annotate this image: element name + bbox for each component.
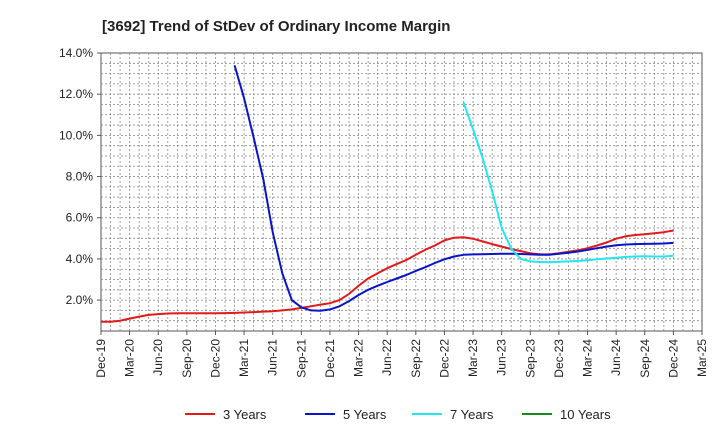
grid bbox=[101, 53, 702, 331]
y-tick-label: 4.0% bbox=[66, 252, 94, 266]
x-tick-label: Sep-20 bbox=[180, 339, 194, 378]
x-tick-label: Jun-21 bbox=[266, 339, 280, 376]
x-tick-label: Sep-22 bbox=[409, 339, 423, 378]
legend-label: 10 Years bbox=[560, 407, 611, 422]
y-tick-label: 10.0% bbox=[59, 128, 93, 142]
series-lines bbox=[101, 65, 674, 323]
x-tick-label: Mar-25 bbox=[695, 339, 709, 377]
y-tick-label: 8.0% bbox=[66, 170, 94, 184]
x-axis: Dec-19 Mar-20 Jun-20 Sep-20 Dec-20 Mar-21 Jun-… bbox=[94, 331, 709, 378]
x-tick-label: Dec-20 bbox=[208, 339, 222, 378]
series-line-7-years bbox=[462, 102, 674, 264]
x-tick-label: Dec-24 bbox=[666, 339, 680, 378]
x-tick-label: Mar-24 bbox=[581, 339, 595, 377]
legend-label: 3 Years bbox=[223, 407, 267, 422]
y-axis: 2.0% 4.0% 6.0% 8.0% 10.0% 12.0% 14.0% bbox=[59, 46, 101, 307]
legend: 3 Years 5 Years 7 Years 10 Years bbox=[185, 407, 611, 422]
x-tick-label: Dec-23 bbox=[552, 339, 566, 378]
legend-label: 5 Years bbox=[343, 407, 387, 422]
chart-title: [3692] Trend of StDev of Ordinary Income… bbox=[102, 18, 450, 35]
x-tick-label: Dec-21 bbox=[323, 339, 337, 378]
x-tick-label: Sep-23 bbox=[523, 339, 537, 378]
x-tick-label: Jun-20 bbox=[151, 339, 165, 376]
x-tick-label: Mar-23 bbox=[466, 339, 480, 377]
x-tick-label: Dec-22 bbox=[437, 339, 451, 378]
x-tick-label: Sep-21 bbox=[294, 339, 308, 378]
y-tick-label: 12.0% bbox=[59, 87, 93, 101]
y-tick-label: 2.0% bbox=[66, 293, 94, 307]
y-tick-label: 6.0% bbox=[66, 211, 94, 225]
x-tick-label: Mar-21 bbox=[237, 339, 251, 377]
x-tick-label: Jun-22 bbox=[380, 339, 394, 376]
y-tick-label: 14.0% bbox=[59, 46, 93, 60]
x-tick-label: Jun-24 bbox=[609, 339, 623, 376]
plot-area bbox=[100, 52, 703, 332]
x-tick-label: Jun-23 bbox=[495, 339, 509, 376]
legend-label: 7 Years bbox=[450, 407, 494, 422]
series-line-3-years bbox=[101, 229, 674, 323]
x-tick-label: Sep-24 bbox=[638, 339, 652, 378]
x-tick-label: Mar-22 bbox=[352, 339, 366, 377]
x-tick-label: Mar-20 bbox=[123, 339, 137, 377]
x-tick-label: Dec-19 bbox=[94, 339, 108, 378]
series-line-5-years bbox=[233, 65, 674, 312]
